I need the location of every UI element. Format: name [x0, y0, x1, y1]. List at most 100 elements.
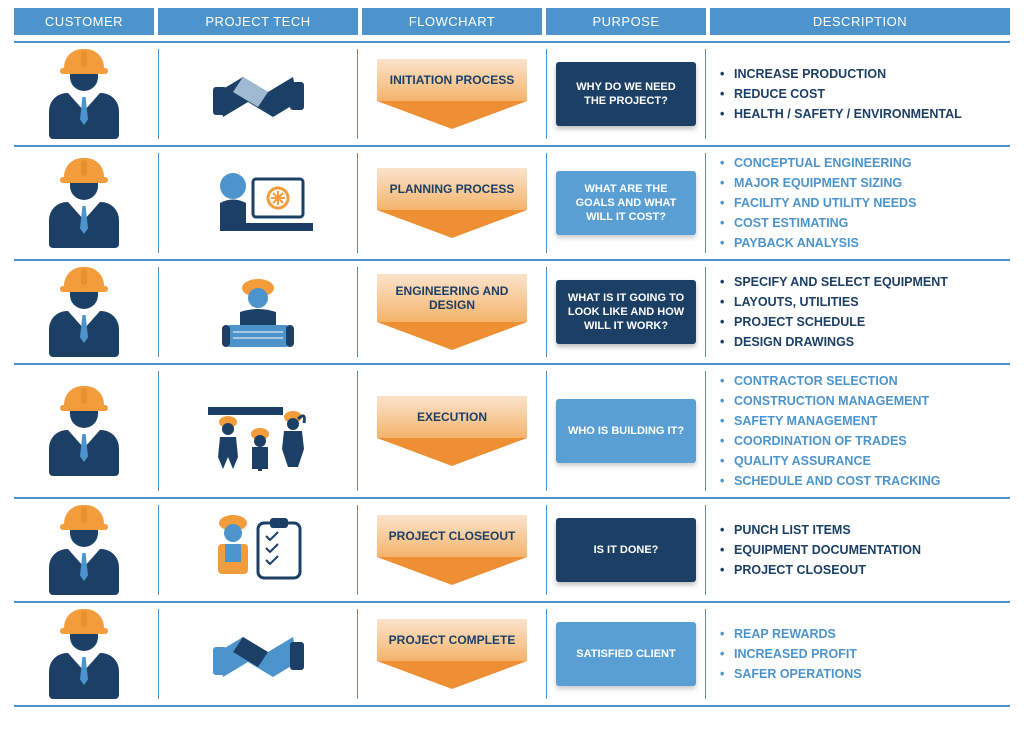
- customer-icon: [44, 267, 124, 357]
- description-cell: SPECIFY AND SELECT EQUIPMENTLAYOUTS, UTI…: [710, 267, 1010, 357]
- customer-cell: [14, 267, 154, 357]
- description-item: REDUCE COST: [720, 84, 962, 104]
- handshake-icon: [198, 52, 318, 137]
- description-list: REAP REWARDSINCREASED PROFITSAFER OPERAT…: [720, 624, 862, 684]
- header-flowchart: FLOWCHART: [362, 8, 542, 35]
- flowchart-label: PROJECT CLOSEOUT: [389, 529, 516, 543]
- project-tech-cell: [158, 609, 358, 699]
- table-row: ENGINEERING AND DESIGN WHAT IS IT GOING …: [14, 259, 1010, 363]
- person-clipboard-icon: [198, 508, 318, 593]
- customer-cell: [14, 505, 154, 595]
- project-tech-cell: [158, 49, 358, 139]
- flowchart-cell: PLANNING PROCESS: [362, 153, 542, 253]
- flowchart-arrow: PROJECT CLOSEOUT: [377, 515, 527, 585]
- purpose-box: WHY DO WE NEED THE PROJECT?: [556, 62, 696, 126]
- description-item: CONTRACTOR SELECTION: [720, 371, 940, 391]
- header-description: DESCRIPTION: [710, 8, 1010, 35]
- header-customer: CUSTOMER: [14, 8, 154, 35]
- description-list: PUNCH LIST ITEMSEQUIPMENT DOCUMENTATIONP…: [720, 520, 921, 580]
- flowchart-cell: PROJECT CLOSEOUT: [362, 505, 542, 595]
- purpose-box: SATISFIED CLIENT: [556, 622, 696, 686]
- description-list: INCREASE PRODUCTIONREDUCE COSTHEALTH / S…: [720, 64, 962, 124]
- description-list: CONTRACTOR SELECTIONCONSTRUCTION MANAGEM…: [720, 371, 940, 491]
- description-list: CONCEPTUAL ENGINEERINGMAJOR EQUIPMENT SI…: [720, 153, 916, 253]
- table-row: PROJECT COMPLETE SATISFIED CLIENT REAP RE…: [14, 601, 1010, 707]
- flowchart-cell: EXECUTION: [362, 371, 542, 491]
- description-cell: PUNCH LIST ITEMSEQUIPMENT DOCUMENTATIONP…: [710, 505, 1010, 595]
- description-cell: INCREASE PRODUCTIONREDUCE COSTHEALTH / S…: [710, 49, 1010, 139]
- person-blueprint-icon: [198, 270, 318, 355]
- flowchart-label: PLANNING PROCESS: [390, 182, 515, 196]
- process-table: CUSTOMER PROJECT TECH FLOWCHART PURPOSE …: [14, 8, 1010, 707]
- flowchart-cell: ENGINEERING AND DESIGN: [362, 267, 542, 357]
- purpose-cell: SATISFIED CLIENT: [546, 609, 706, 699]
- flowchart-arrow: INITIATION PROCESS: [377, 59, 527, 129]
- description-item: SAFETY MANAGEMENT: [720, 411, 940, 431]
- description-item: HEALTH / SAFETY / ENVIRONMENTAL: [720, 104, 962, 124]
- purpose-box: WHO IS BUILDING IT?: [556, 399, 696, 463]
- description-cell: REAP REWARDSINCREASED PROFITSAFER OPERAT…: [710, 609, 1010, 699]
- flowchart-label: ENGINEERING AND DESIGN: [385, 284, 519, 313]
- flowchart-cell: INITIATION PROCESS: [362, 49, 542, 139]
- description-item: COST ESTIMATING: [720, 213, 916, 233]
- customer-cell: [14, 153, 154, 253]
- person-computer-icon: [198, 161, 318, 246]
- description-item: INCREASE PRODUCTION: [720, 64, 962, 84]
- header-row: CUSTOMER PROJECT TECH FLOWCHART PURPOSE …: [14, 8, 1010, 35]
- description-item: PROJECT SCHEDULE: [720, 312, 948, 332]
- description-item: QUALITY ASSURANCE: [720, 451, 940, 471]
- description-item: SAFER OPERATIONS: [720, 664, 862, 684]
- flowchart-label: EXECUTION: [417, 410, 487, 424]
- description-item: FACILITY AND UTILITY NEEDS: [720, 193, 916, 213]
- construction-workers-icon: [198, 389, 318, 474]
- table-row: INITIATION PROCESS WHY DO WE NEED THE PR…: [14, 41, 1010, 145]
- customer-icon: [44, 386, 124, 476]
- description-list: SPECIFY AND SELECT EQUIPMENTLAYOUTS, UTI…: [720, 272, 948, 352]
- description-item: CONCEPTUAL ENGINEERING: [720, 153, 916, 173]
- purpose-cell: WHAT ARE THE GOALS AND WHAT WILL IT COST…: [546, 153, 706, 253]
- description-item: CONSTRUCTION MANAGEMENT: [720, 391, 940, 411]
- customer-icon: [44, 505, 124, 595]
- table-row: PROJECT CLOSEOUT IS IT DONE? PUNCH LIST I…: [14, 497, 1010, 601]
- flowchart-arrow: PROJECT COMPLETE: [377, 619, 527, 689]
- purpose-cell: WHO IS BUILDING IT?: [546, 371, 706, 491]
- description-item: SCHEDULE AND COST TRACKING: [720, 471, 940, 491]
- description-item: PROJECT CLOSEOUT: [720, 560, 921, 580]
- purpose-cell: WHAT IS IT GOING TO LOOK LIKE AND HOW WI…: [546, 267, 706, 357]
- description-item: LAYOUTS, UTILITIES: [720, 292, 948, 312]
- project-tech-cell: [158, 505, 358, 595]
- description-cell: CONTRACTOR SELECTIONCONSTRUCTION MANAGEM…: [710, 371, 1010, 491]
- project-tech-cell: [158, 371, 358, 491]
- header-project-tech: PROJECT TECH: [158, 8, 358, 35]
- purpose-box: IS IT DONE?: [556, 518, 696, 582]
- customer-cell: [14, 49, 154, 139]
- description-item: PUNCH LIST ITEMS: [720, 520, 921, 540]
- project-tech-cell: [158, 153, 358, 253]
- description-item: MAJOR EQUIPMENT SIZING: [720, 173, 916, 193]
- purpose-cell: IS IT DONE?: [546, 505, 706, 595]
- description-item: INCREASED PROFIT: [720, 644, 862, 664]
- purpose-box: WHAT ARE THE GOALS AND WHAT WILL IT COST…: [556, 171, 696, 235]
- table-row: PLANNING PROCESS WHAT ARE THE GOALS AND …: [14, 145, 1010, 259]
- customer-icon: [44, 609, 124, 699]
- customer-icon: [44, 49, 124, 139]
- description-item: REAP REWARDS: [720, 624, 862, 644]
- project-tech-cell: [158, 267, 358, 357]
- description-item: COORDINATION OF TRADES: [720, 431, 940, 451]
- purpose-cell: WHY DO WE NEED THE PROJECT?: [546, 49, 706, 139]
- description-item: PAYBACK ANALYSIS: [720, 233, 916, 253]
- customer-cell: [14, 371, 154, 491]
- customer-icon: [44, 158, 124, 248]
- description-item: EQUIPMENT DOCUMENTATION: [720, 540, 921, 560]
- purpose-box: WHAT IS IT GOING TO LOOK LIKE AND HOW WI…: [556, 280, 696, 344]
- header-purpose: PURPOSE: [546, 8, 706, 35]
- description-cell: CONCEPTUAL ENGINEERINGMAJOR EQUIPMENT SI…: [710, 153, 1010, 253]
- flowchart-cell: PROJECT COMPLETE: [362, 609, 542, 699]
- description-item: SPECIFY AND SELECT EQUIPMENT: [720, 272, 948, 292]
- flowchart-label: INITIATION PROCESS: [390, 73, 514, 87]
- customer-cell: [14, 609, 154, 699]
- table-row: EXECUTION WHO IS BUILDING IT? CONTRACTOR …: [14, 363, 1010, 497]
- description-item: DESIGN DRAWINGS: [720, 332, 948, 352]
- flowchart-arrow: PLANNING PROCESS: [377, 168, 527, 238]
- flowchart-label: PROJECT COMPLETE: [389, 633, 516, 647]
